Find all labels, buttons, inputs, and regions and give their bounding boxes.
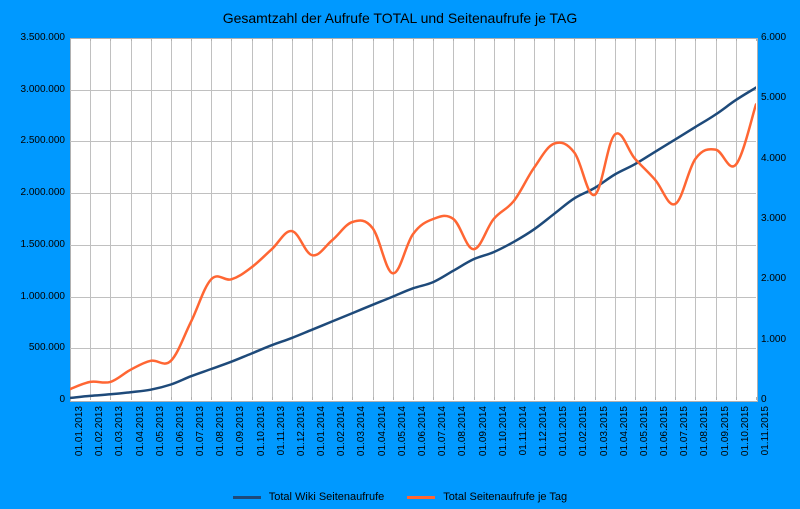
x-tick-label: 01.03.2015 — [599, 406, 610, 466]
x-tick-label: 01.08.2013 — [215, 406, 226, 466]
y-left-tick-label: 3.500.000 — [21, 32, 66, 43]
x-tick-label: 01.11.2013 — [276, 406, 287, 466]
y-right-tick-label: 5.000 — [761, 92, 786, 103]
x-tick-label: 01.01.2015 — [558, 406, 569, 466]
y-left-tick-label: 1.000.000 — [21, 291, 66, 302]
x-tick-label: 01.02.2014 — [336, 406, 347, 466]
x-tick-label: 01.07.2014 — [437, 406, 448, 466]
legend: Total Wiki Seitenaufrufe Total Seitenauf… — [0, 491, 800, 503]
x-tick-label: 01.03.2013 — [114, 406, 125, 466]
x-tick-label: 01.11.2014 — [518, 406, 529, 466]
x-tick-label: 01.09.2014 — [478, 406, 489, 466]
x-tick-label: 01.02.2013 — [94, 406, 105, 466]
y-left-tick-label: 500.000 — [29, 342, 65, 353]
x-tick-label: 01.05.2013 — [155, 406, 166, 466]
x-tick-label: 01.06.2014 — [417, 406, 428, 466]
x-tick-label: 01.05.2014 — [397, 406, 408, 466]
y-left-tick-label: 0 — [59, 394, 65, 405]
x-tick-label: 01.06.2015 — [659, 406, 670, 466]
legend-swatch-2 — [407, 496, 435, 499]
series-svg — [70, 38, 756, 400]
x-tick-label: 01.10.2015 — [740, 406, 751, 466]
y-right-tick-label: 3.000 — [761, 213, 786, 224]
y-left-tick-label: 2.000.000 — [21, 187, 66, 198]
x-tick-label: 01.07.2013 — [195, 406, 206, 466]
chart-title: Gesamtzahl der Aufrufe TOTAL und Seitena… — [0, 10, 800, 26]
y-right-tick-label: 4.000 — [761, 153, 786, 164]
y-left-tick-label: 3.000.000 — [21, 84, 66, 95]
legend-label-2: Total Seitenaufrufe je Tag — [443, 491, 567, 503]
y-left-tick-label: 2.500.000 — [21, 135, 66, 146]
y-right-tick-label: 0 — [761, 394, 767, 405]
series-line — [70, 88, 756, 398]
legend-label-1: Total Wiki Seitenaufrufe — [269, 491, 385, 503]
chart-container: Gesamtzahl der Aufrufe TOTAL und Seitena… — [0, 0, 800, 509]
x-tick-label: 01.12.2014 — [538, 406, 549, 466]
y-right-tick-label: 1.000 — [761, 334, 786, 345]
x-tick-label: 01.04.2014 — [377, 406, 388, 466]
x-tick-label: 01.08.2014 — [457, 406, 468, 466]
legend-swatch-1 — [233, 496, 261, 499]
x-tick-label: 01.04.2015 — [619, 406, 630, 466]
x-tick-label: 01.01.2013 — [74, 406, 85, 466]
x-tick-label: 01.02.2015 — [578, 406, 589, 466]
y-right-tick-label: 6.000 — [761, 32, 786, 43]
x-tick-label: 01.12.2013 — [296, 406, 307, 466]
x-tick-label: 01.01.2014 — [316, 406, 327, 466]
legend-item-1: Total Wiki Seitenaufrufe — [233, 491, 384, 503]
y-left-tick-label: 1.500.000 — [21, 239, 66, 250]
x-tick-label: 01.07.2015 — [679, 406, 690, 466]
legend-item-2: Total Seitenaufrufe je Tag — [407, 491, 567, 503]
x-tick-label: 01.09.2013 — [235, 406, 246, 466]
y-right-tick-label: 2.000 — [761, 273, 786, 284]
x-tick-label: 01.08.2015 — [699, 406, 710, 466]
x-tick-label: 01.10.2013 — [256, 406, 267, 466]
x-tick-label: 01.06.2013 — [175, 406, 186, 466]
x-tick-label: 01.04.2013 — [135, 406, 146, 466]
x-tick-label: 01.03.2014 — [356, 406, 367, 466]
x-tick-label: 01.09.2015 — [720, 406, 731, 466]
x-tick-label: 01.10.2014 — [498, 406, 509, 466]
series-line — [70, 104, 756, 389]
x-tick-label: 01.05.2015 — [639, 406, 650, 466]
x-tick-label: 01.11.2015 — [760, 406, 771, 466]
